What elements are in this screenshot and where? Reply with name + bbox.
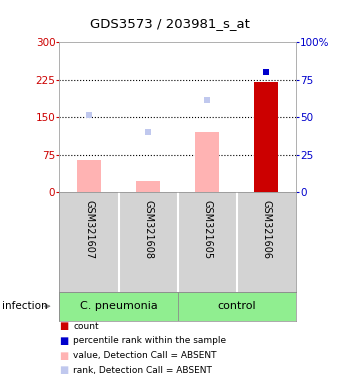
Text: percentile rank within the sample: percentile rank within the sample [73,336,226,346]
Text: GSM321606: GSM321606 [261,200,271,259]
Point [86,112,92,118]
Text: rank, Detection Call = ABSENT: rank, Detection Call = ABSENT [73,366,212,375]
Bar [77,160,101,192]
Text: ■: ■ [59,336,69,346]
Text: GDS3573 / 203981_s_at: GDS3573 / 203981_s_at [90,17,250,30]
Text: count: count [73,322,99,331]
Text: infection: infection [2,301,47,311]
Bar [195,132,219,192]
Bar [177,292,296,321]
Point [146,129,151,135]
Bar [59,292,177,321]
Text: value, Detection Call = ABSENT: value, Detection Call = ABSENT [73,351,217,360]
Text: C. pneumonia: C. pneumonia [80,301,157,311]
Point [204,97,210,103]
Text: GSM321605: GSM321605 [202,200,212,259]
Text: control: control [217,301,256,311]
Bar [136,181,160,192]
Bar [254,82,278,192]
Text: ■: ■ [59,365,69,375]
Text: ■: ■ [59,321,69,331]
Text: ■: ■ [59,351,69,361]
Text: GSM321608: GSM321608 [143,200,153,259]
Point [264,69,269,75]
Text: GSM321607: GSM321607 [84,200,94,259]
